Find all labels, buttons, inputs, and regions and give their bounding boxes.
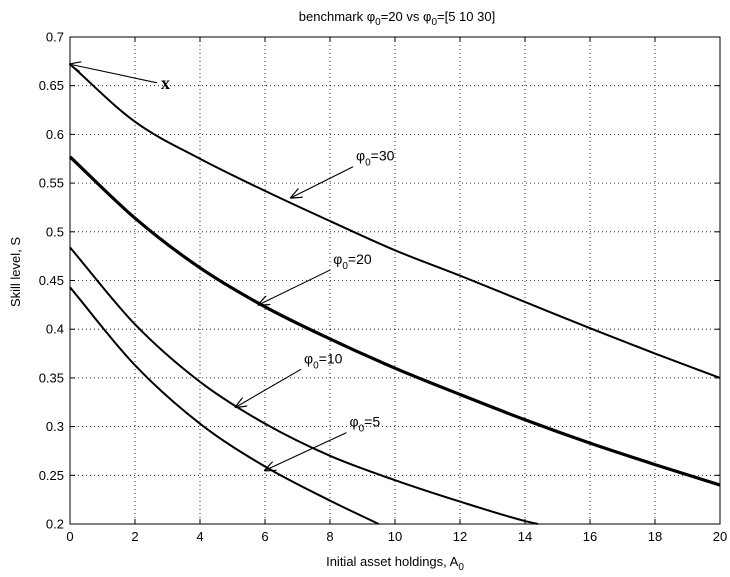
annotation-arrow xyxy=(236,368,302,407)
x-tick-label: 0 xyxy=(66,529,73,544)
series-line xyxy=(69,63,721,379)
annotation-label: x xyxy=(161,73,170,93)
annotation-arrow xyxy=(70,64,158,84)
y-tick-label: 0.45 xyxy=(39,273,64,288)
x-tick-label: 20 xyxy=(713,529,727,544)
series-line xyxy=(69,286,380,525)
y-tick-label: 0.7 xyxy=(46,30,64,45)
y-tick-label: 0.35 xyxy=(39,370,64,385)
annotation-label: φ0=20 xyxy=(333,251,372,272)
x-tick-label: 12 xyxy=(453,529,467,544)
annotation-arrow xyxy=(265,432,347,471)
y-tick-label: 0.5 xyxy=(46,224,64,239)
series-lines xyxy=(68,63,721,525)
y-tick-label: 0.25 xyxy=(39,468,64,483)
series-line xyxy=(68,155,721,487)
y-tick-label: 0.2 xyxy=(46,517,64,532)
x-tick-label: 6 xyxy=(261,529,268,544)
x-tick-label: 16 xyxy=(583,529,597,544)
y-tick-label: 0.4 xyxy=(46,322,64,337)
annotations: x φ0=30 φ0=20 φ0=10 φ0=5 xyxy=(70,64,395,470)
y-tick-label: 0.3 xyxy=(46,419,64,434)
axis-ticks: 0 2 4 6 8 10 12 14 16 18 20 0.2 0.25 0.3 0.35 0.4 0.45 0.… xyxy=(39,30,728,545)
annotation-label: φ0=30 xyxy=(356,148,395,169)
x-axis-label: Initial asset holdings, A0 xyxy=(326,554,464,573)
y-axis-label: Skill level, S xyxy=(8,237,23,307)
x-tick-label: 2 xyxy=(131,529,138,544)
x-tick-label: 10 xyxy=(388,529,402,544)
x-tick-label: 4 xyxy=(196,529,203,544)
x-tick-label: 14 xyxy=(518,529,532,544)
chart-title: benchmark φ0=20 vs φ0=[5 10 30] xyxy=(299,9,495,28)
annotation-label: φ0=5 xyxy=(350,414,381,435)
y-tick-label: 0.55 xyxy=(39,176,64,191)
annotation-label: φ0=10 xyxy=(304,350,343,371)
plot-frame xyxy=(69,36,721,525)
y-tick-label: 0.6 xyxy=(46,127,64,142)
y-tick-label: 0.65 xyxy=(39,78,64,93)
annotation-arrow xyxy=(291,166,354,198)
grid xyxy=(70,37,720,524)
annotation-arrow xyxy=(259,269,331,305)
x-tick-label: 18 xyxy=(648,529,662,544)
x-tick-label: 8 xyxy=(326,529,333,544)
series-line xyxy=(69,246,539,525)
